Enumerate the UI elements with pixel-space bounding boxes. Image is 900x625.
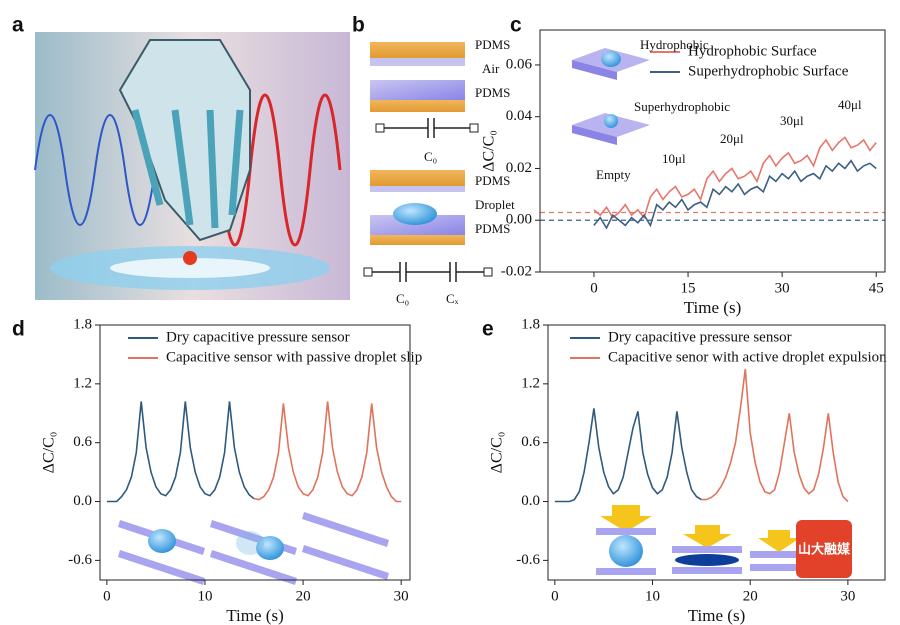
y-tick-label: 0.6	[521, 434, 540, 450]
annotation: 10μl	[662, 151, 686, 166]
plot-frame	[99, 324, 411, 581]
diagram-label: Cₓ	[446, 291, 459, 306]
y-tick-label: 0.0	[521, 493, 540, 509]
watermark: 山大融媒	[798, 542, 851, 558]
series-line	[106, 401, 255, 503]
x-axis-label: Time (s)	[226, 606, 283, 625]
legend-label: Capacitive sensor with passive droplet s…	[166, 349, 422, 365]
annotation: 20μl	[720, 131, 744, 146]
panel-label: e	[482, 318, 494, 341]
legend-label: Hydrophobic Surface	[688, 43, 817, 59]
x-tick-label: 20	[296, 588, 311, 604]
x-tick-label: 0	[103, 588, 111, 604]
x-tick-label: 30	[775, 280, 790, 296]
y-tick-label: -0.6	[68, 552, 92, 568]
y-axis-label: ΔC/C₀	[489, 432, 506, 474]
x-tick-label: 45	[869, 280, 884, 296]
y-axis-label: ΔC/C₀	[481, 130, 498, 172]
series-line	[253, 401, 402, 503]
annotation: Empty	[596, 167, 631, 182]
y-tick-label: 0.00	[506, 212, 532, 228]
annotation: 30μl	[780, 113, 804, 128]
y-tick-label: 1.8	[521, 316, 540, 332]
annotation: Superhydrophobic	[634, 99, 730, 114]
inset-illustration	[596, 505, 852, 578]
x-tick-label: 0	[551, 588, 559, 604]
x-axis-label: Time (s)	[684, 298, 741, 317]
y-tick-label: 0.06	[506, 56, 533, 72]
y-tick-label: -0.6	[516, 552, 540, 568]
diagram-label: C₀	[396, 291, 409, 306]
diagram-label: PDMS	[475, 173, 510, 188]
diagram-label: Air	[482, 61, 500, 76]
x-tick-label: 30	[840, 588, 855, 604]
inset-illustration	[118, 512, 389, 585]
legend-label: Capacitive senor with active droplet exp…	[608, 349, 887, 365]
plot-frame	[539, 29, 886, 273]
diagram-label: PDMS	[475, 85, 510, 100]
x-tick-label: 10	[197, 588, 212, 604]
y-tick-label: 1.2	[73, 375, 92, 391]
diagram-label: Droplet	[475, 197, 515, 212]
y-tick-label: 0.04	[506, 108, 533, 124]
series-line	[593, 136, 877, 220]
panel-label: d	[12, 318, 25, 341]
annotation: Hydrophobic	[640, 37, 709, 52]
x-axis-label: Time (s)	[688, 606, 745, 625]
x-tick-label: 0	[590, 280, 598, 296]
series-line	[701, 369, 849, 503]
x-tick-label: 20	[743, 588, 758, 604]
diagram-label: PDMS	[475, 37, 510, 52]
annotation: 40μl	[838, 97, 862, 112]
panel-label: c	[510, 14, 522, 37]
y-tick-label: 1.8	[73, 316, 92, 332]
x-tick-label: 10	[645, 588, 660, 604]
legend-label: Superhydrophobic Surface	[688, 63, 849, 79]
diagram-label: PDMS	[475, 221, 510, 236]
y-axis-label: ΔC/C₀	[41, 432, 58, 474]
x-tick-label: 15	[681, 280, 696, 296]
y-tick-label: 1.2	[521, 375, 540, 391]
legend-label: Dry capacitive pressure sensor	[608, 329, 792, 345]
diagram-label: C₀	[424, 149, 437, 164]
diagram	[363, 42, 493, 282]
panel-label: b	[352, 14, 365, 37]
legend-label: Dry capacitive pressure sensor	[166, 329, 350, 345]
inset-illustration	[572, 48, 650, 145]
y-tick-label: 0.0	[73, 493, 92, 509]
y-tick-label: 0.6	[73, 434, 92, 450]
y-tick-label: -0.02	[501, 263, 532, 279]
series-line	[554, 408, 702, 503]
x-tick-label: 30	[394, 588, 409, 604]
y-tick-label: 0.02	[506, 160, 532, 176]
plot-frame	[547, 324, 886, 581]
series-line	[593, 159, 877, 230]
illustration	[34, 32, 350, 300]
panel-label: a	[12, 14, 24, 37]
